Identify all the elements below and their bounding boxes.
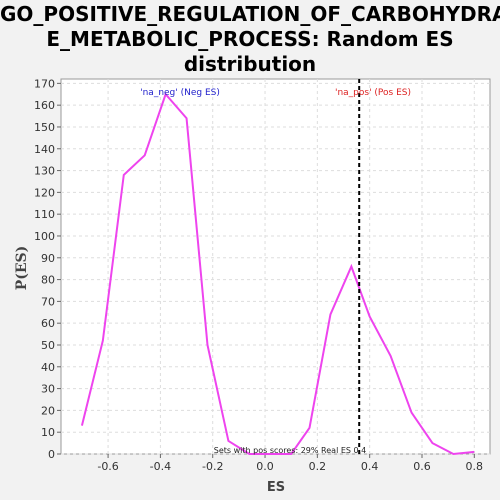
y-tick-label: 70 — [41, 295, 55, 308]
y-tick-label: 140 — [34, 143, 55, 156]
x-tick-label: 0.6 — [413, 460, 431, 473]
y-tick-label: 40 — [41, 361, 55, 374]
y-tick-label: 110 — [34, 208, 55, 221]
x-tick-label: -0.2 — [202, 460, 223, 473]
y-tick-label: 160 — [34, 99, 55, 112]
chart-title-line-1: GO_POSITIVE_REGULATION_OF_CARBOHYDRAT — [0, 2, 500, 26]
x-axis-ticks: -0.6 -0.4 -0.2 0.0 0.2 0.4 0.6 0.8 — [97, 454, 483, 473]
x-tick-label: 0.4 — [361, 460, 379, 473]
x-tick-label: 0.0 — [256, 460, 274, 473]
y-tick-label: 150 — [34, 121, 55, 134]
y-axis-ticks: 0 10 20 30 40 50 60 70 80 90 100 110 120 130 140 150 160… — [34, 77, 61, 461]
neg-es-label: 'na_neg' (Neg ES) — [140, 88, 220, 98]
pos-es-label: 'na_pos' (Pos ES) — [335, 88, 411, 98]
x-tick-label: 0.2 — [309, 460, 327, 473]
y-tick-label: 10 — [41, 426, 55, 439]
y-axis-label: P(ES) — [14, 246, 30, 291]
plot-area — [60, 78, 491, 455]
footer-label: Sets with pos scores: 29% Real ES 0.4 — [214, 446, 366, 455]
chart-title: GO_POSITIVE_REGULATION_OF_CARBOHYDRAT E_… — [0, 2, 500, 77]
x-tick-label: -0.6 — [97, 460, 118, 473]
x-tick-label: -0.4 — [150, 460, 171, 473]
y-tick-label: 20 — [41, 404, 55, 417]
y-tick-label: 80 — [41, 274, 55, 287]
y-tick-label: 30 — [41, 383, 55, 396]
y-tick-label: 0 — [48, 448, 55, 461]
y-tick-label: 170 — [34, 77, 55, 90]
chart-title-line-2: E_METABOLIC_PROCESS: Random ES — [46, 27, 454, 51]
y-tick-label: 90 — [41, 252, 55, 265]
grid-layer — [61, 79, 490, 455]
series-line — [80, 92, 475, 456]
y-tick-label: 100 — [34, 230, 55, 243]
y-tick-label: 130 — [34, 165, 55, 178]
y-tick-label: 60 — [41, 317, 55, 330]
y-tick-label: 50 — [41, 339, 55, 352]
chart-title-line-3: distribution — [183, 52, 317, 76]
x-tick-label: 0.8 — [466, 460, 484, 473]
y-tick-label: 120 — [34, 186, 55, 199]
x-axis-label: ES — [267, 480, 285, 495]
